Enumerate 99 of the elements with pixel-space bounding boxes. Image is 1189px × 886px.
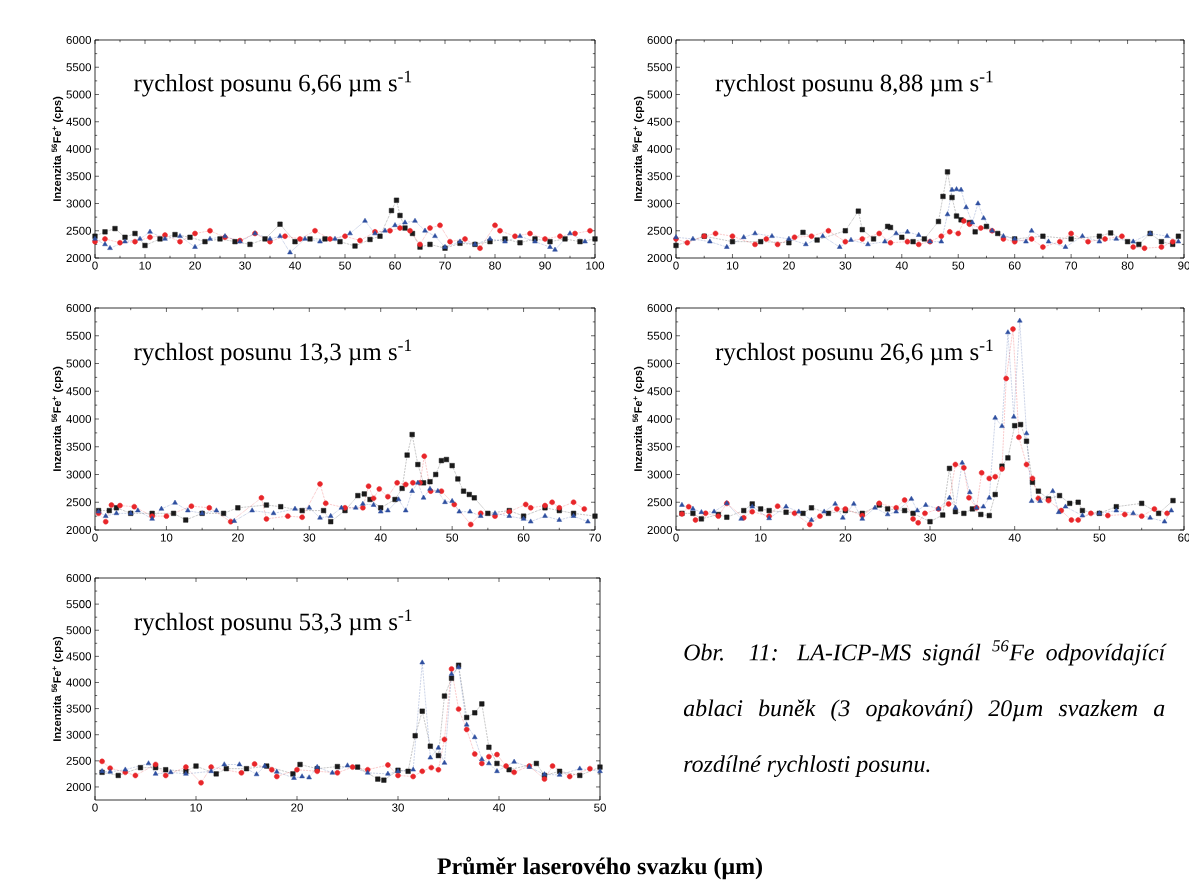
x-tick-label: 30 <box>303 533 316 542</box>
y-tick-label: 3000 <box>66 199 92 208</box>
x-tick-label: 20 <box>232 533 244 542</box>
x-tick-label: 10 <box>190 803 202 812</box>
y-tick-label: 3500 <box>647 172 673 181</box>
y-tick-label: 4000 <box>66 414 92 424</box>
y-tick-label: 6000 <box>66 303 92 313</box>
x-tick-label: 0 <box>92 261 98 270</box>
x-tick-label: 40 <box>374 533 387 542</box>
x-tick-label: 40 <box>1008 533 1021 542</box>
x-tick-label: 40 <box>492 803 505 812</box>
x-tick-label: 20 <box>839 533 852 542</box>
y-axis-title: Inzenzita $^{56}$Fe$^{+}$ (cps) <box>51 366 64 471</box>
y-axis-title: Inzenzita $^{56}$Fe$^{+}$ (cps) <box>632 366 645 471</box>
y-tick-label: 4500 <box>66 387 92 396</box>
y-tick-label: 3000 <box>647 470 673 479</box>
y-tick-label: 5000 <box>66 90 92 99</box>
y-tick-label: 2500 <box>66 498 92 507</box>
y-tick-label: 5000 <box>647 359 673 368</box>
y-tick-label: 5500 <box>66 600 92 609</box>
text: rychlost posunu 53,3 µm s$^{-1}$ <box>134 609 412 636</box>
x-tick-label: 10 <box>726 261 739 270</box>
x-tick-label: 90 <box>539 261 551 270</box>
y-tick-label: 2500 <box>66 756 92 765</box>
y-tick-label: 2000 <box>66 525 92 535</box>
x-tick-label: 20 <box>291 803 303 812</box>
x-tick-label: 100 <box>586 261 605 270</box>
y-tick-label: 5000 <box>66 626 92 635</box>
y-tick-label: 2500 <box>647 498 673 507</box>
x-tick-label: 70 <box>589 533 601 542</box>
x-axis-title: Průměr laserového svazku (µm) <box>437 856 762 880</box>
x-tick-label: 70 <box>439 261 451 270</box>
x-tick-label: 60 <box>389 261 401 270</box>
y-tick-label: 4500 <box>647 117 673 126</box>
y-tick-label: 4000 <box>647 144 673 154</box>
y-tick-label: 4500 <box>647 387 673 396</box>
x-tick-label: 0 <box>673 261 679 270</box>
x-tick-label: 60 <box>1178 533 1189 542</box>
y-tick-label: 5500 <box>66 331 92 340</box>
x-tick-label: 30 <box>839 261 852 270</box>
x-tick-label: 50 <box>1093 533 1106 542</box>
text: rychlost posunu 13,3 µm s$^{-1}$ <box>134 339 412 366</box>
y-tick-label: 4000 <box>66 144 92 154</box>
x-tick-label: 60 <box>517 533 530 542</box>
x-tick-label: 20 <box>189 261 201 270</box>
x-tick-label: 0 <box>673 533 679 542</box>
x-tick-label: 30 <box>239 261 251 270</box>
x-tick-label: 10 <box>139 261 151 270</box>
x-tick-label: 40 <box>895 261 908 270</box>
x-tick-label: 80 <box>489 261 501 270</box>
x-tick-label: 10 <box>755 533 767 542</box>
y-tick-label: 3000 <box>66 470 92 479</box>
x-tick-label: 30 <box>392 803 404 812</box>
y-tick-label: 6000 <box>66 573 92 583</box>
y-tick-label: 5500 <box>647 63 673 72</box>
y-tick-label: 6000 <box>647 35 673 45</box>
y-tick-label: 5500 <box>647 331 673 340</box>
y-tick-label: 3500 <box>66 442 92 451</box>
y-axis-title: Inzenzita $^{56}$Fe$^{+}$ (cps) <box>51 636 64 741</box>
y-tick-label: 3500 <box>66 172 92 181</box>
y-axis-title: Inzenzita $^{56}$Fe$^{+}$ (cps) <box>51 96 64 201</box>
y-tick-label: 3000 <box>66 730 92 739</box>
text: rychlost posunu 8,88 µm s$^{-1}$ <box>715 70 993 97</box>
y-tick-label: 3000 <box>647 199 673 208</box>
x-tick-label: 50 <box>446 533 459 542</box>
x-tick-label: 60 <box>1008 261 1021 270</box>
x-tick-label: 10 <box>160 533 173 542</box>
y-tick-label: 2000 <box>647 253 673 263</box>
y-tick-label: 3500 <box>66 704 92 713</box>
y-tick-label: 4000 <box>66 678 92 687</box>
x-tick-label: 50 <box>952 261 965 270</box>
x-tick-label: 30 <box>924 533 936 542</box>
y-tick-label: 5000 <box>647 90 673 99</box>
y-tick-label: 4500 <box>66 652 92 661</box>
y-axis-title: Inzenzita $^{56}$Fe$^{+}$ (cps) <box>632 96 645 201</box>
x-tick-label: 50 <box>339 261 351 270</box>
y-tick-label: 6000 <box>647 303 673 313</box>
y-tick-label: 2500 <box>647 226 673 235</box>
y-tick-label: 4000 <box>647 414 673 424</box>
y-tick-label: 3500 <box>647 442 673 451</box>
x-tick-label: 70 <box>1065 261 1078 270</box>
y-tick-label: 2000 <box>647 525 673 535</box>
y-tick-label: 5500 <box>66 63 92 72</box>
x-tick-label: 0 <box>92 533 98 542</box>
y-tick-label: 5000 <box>66 359 92 368</box>
y-tick-label: 2000 <box>66 253 92 263</box>
y-tick-label: 2000 <box>66 782 92 791</box>
x-tick-label: 40 <box>288 261 301 270</box>
x-tick-label: 90 <box>1178 261 1189 270</box>
text: Obr. 11: LA-ICP-MS signál $^{56}$Fe odpovídající ablaci buněk (3 opakování) 20µm svazkem a rozdílné rychlosti posunu. <box>683 640 1167 778</box>
x-tick-label: 20 <box>783 261 795 270</box>
y-tick-label: 6000 <box>66 35 92 45</box>
x-tick-label: 0 <box>92 803 98 812</box>
y-tick-label: 2500 <box>66 226 92 235</box>
y-tick-label: 4500 <box>66 117 92 126</box>
x-tick-label: 50 <box>594 803 606 812</box>
x-tick-label: 80 <box>1121 261 1134 270</box>
text: rychlost posunu 6,66 µm s$^{-1}$ <box>134 70 412 97</box>
text: rychlost posunu 26,6 µm s$^{-1}$ <box>715 339 993 366</box>
